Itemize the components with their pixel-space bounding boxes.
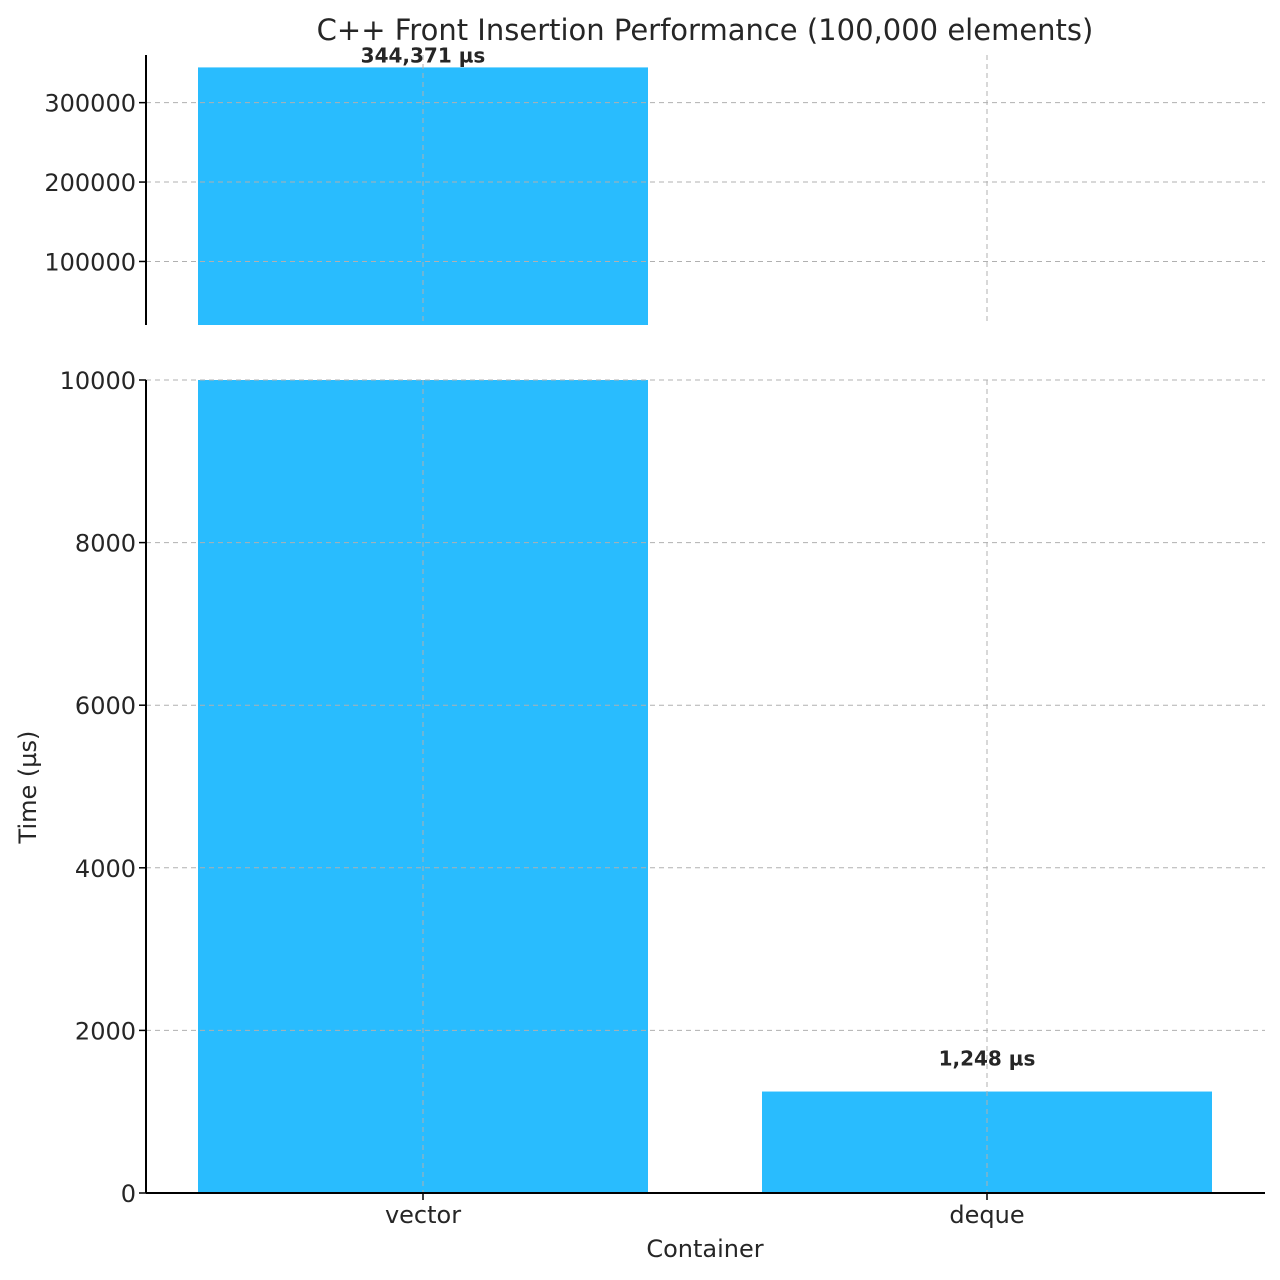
y-tick-label: 2000	[75, 1017, 136, 1045]
y-axis-label: Time (µs)	[14, 731, 42, 845]
chart-title: C++ Front Insertion Performance (100,000…	[317, 13, 1094, 47]
bar-vector-top	[198, 67, 648, 325]
top-bars	[198, 67, 648, 325]
top-panel: 100000 200000 300000 344,371 µs	[44, 43, 1265, 325]
y-tick-label: 0	[121, 1180, 136, 1208]
y-tick-label: 200000	[44, 169, 136, 197]
y-tick-label: 8000	[75, 530, 136, 558]
y-tick-label: 6000	[75, 692, 136, 720]
y-tick-label: 300000	[44, 90, 136, 118]
x-tick-label: deque	[949, 1201, 1024, 1229]
bar-deque-bottom	[762, 1091, 1212, 1193]
data-label-deque: 1,248 µs	[939, 1047, 1036, 1071]
bottom-panel: 0 2000 4000 6000 8000 10000 vector deque 1,248 µ…	[60, 367, 1265, 1229]
x-tick-label: vector	[385, 1201, 461, 1229]
bottom-bars	[198, 380, 1212, 1193]
y-tick-label: 4000	[75, 855, 136, 883]
x-axis-label: Container	[646, 1235, 763, 1263]
data-label-vector: 344,371 µs	[361, 43, 486, 67]
y-tick-label: 100000	[44, 248, 136, 276]
y-tick-label: 10000	[60, 367, 136, 395]
